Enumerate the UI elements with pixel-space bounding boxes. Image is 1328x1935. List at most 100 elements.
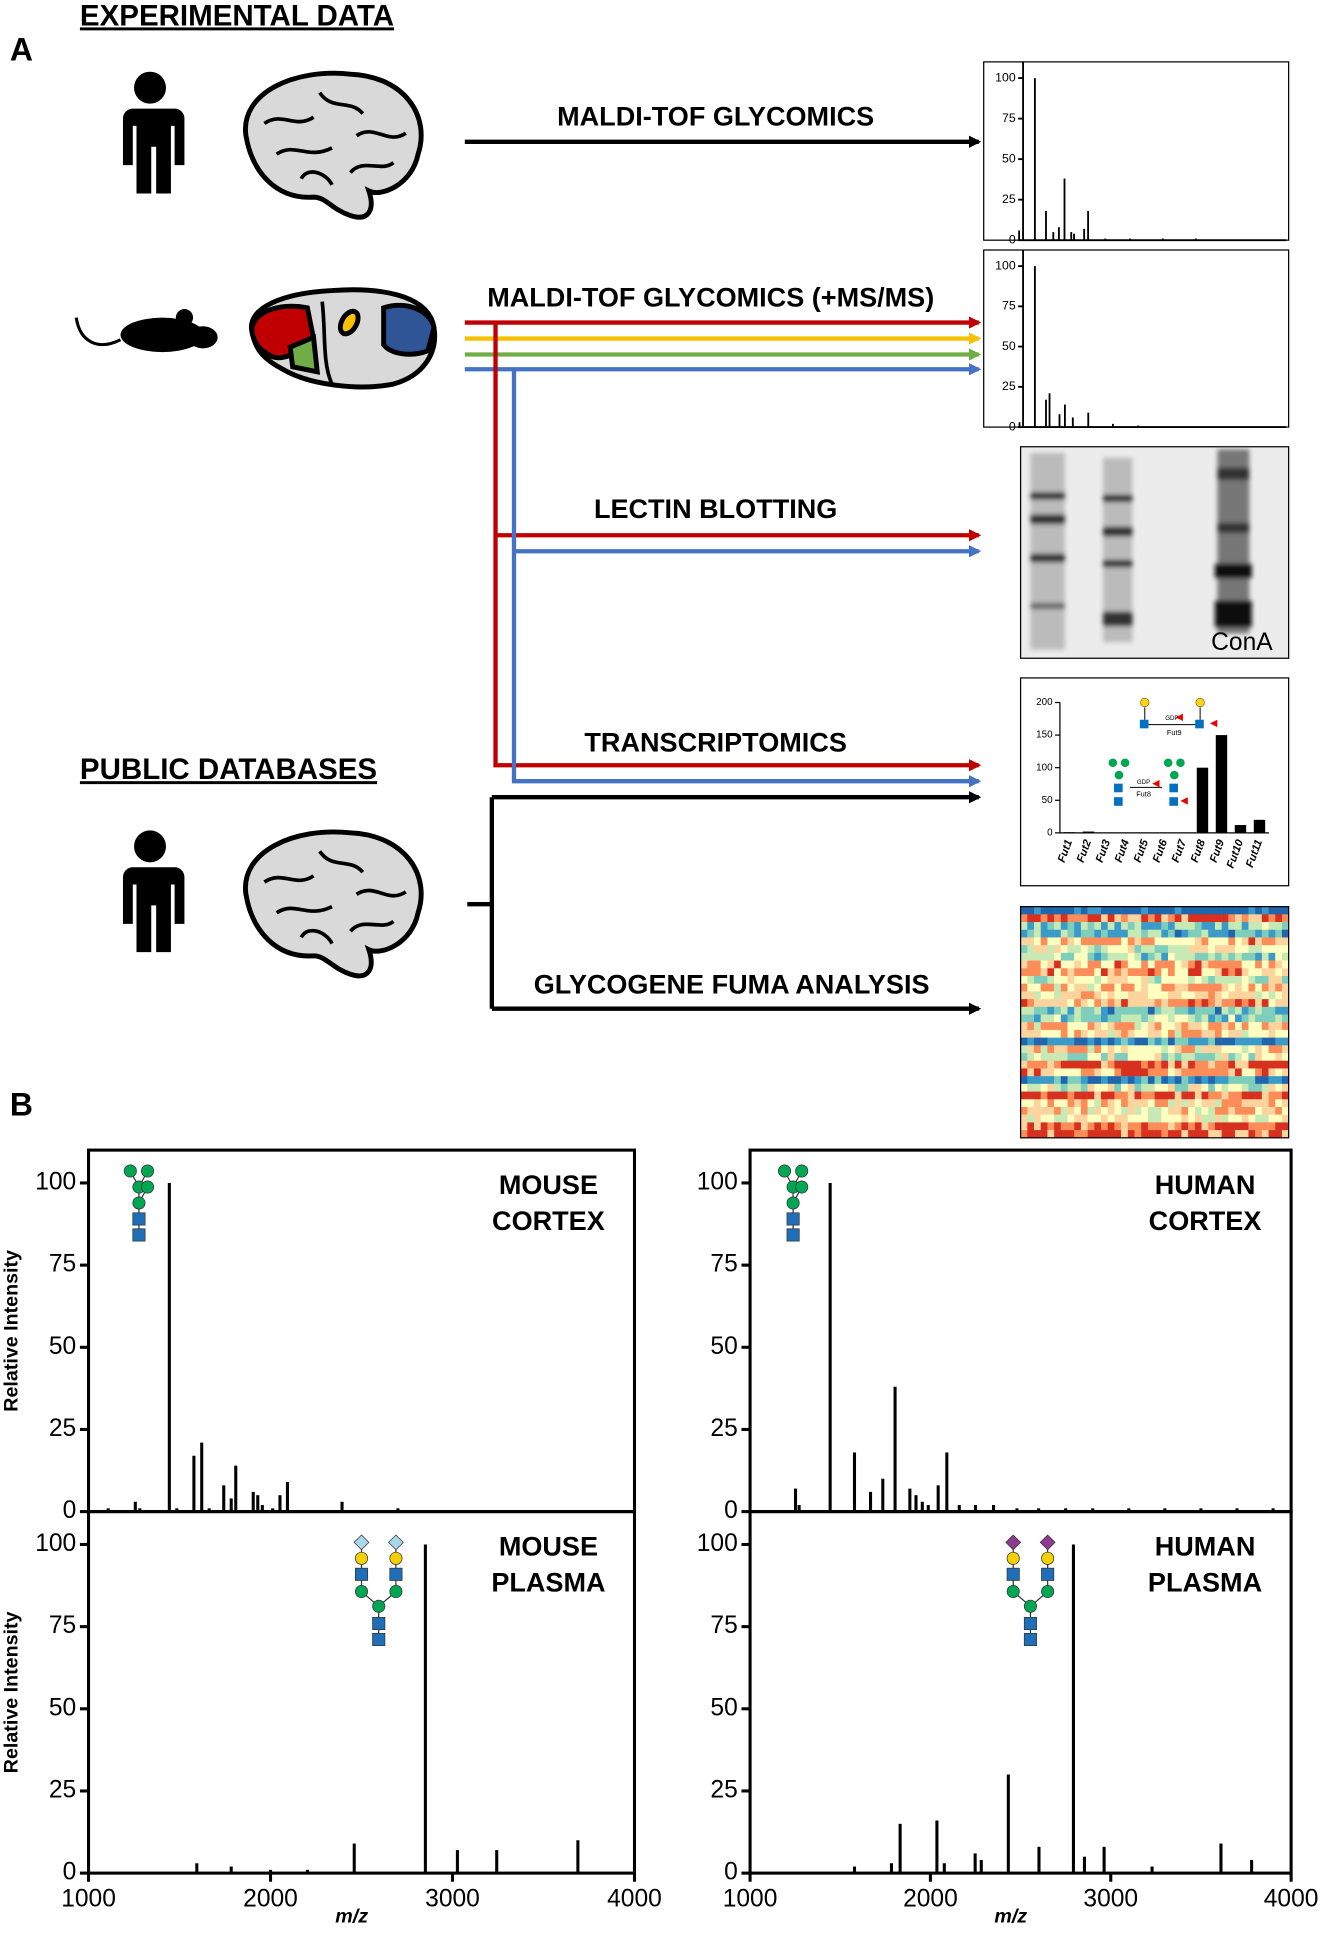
heatmap-cell (1020, 1122, 1028, 1131)
heatmap-cell (1248, 1029, 1256, 1038)
heatmap-cell (1194, 1099, 1202, 1108)
heatmap-cell (1094, 1122, 1102, 1131)
heatmap-cell (1241, 1022, 1249, 1031)
heatmap-cell (1221, 914, 1229, 923)
heatmap-cell (1047, 1029, 1055, 1038)
heatmap-cell (1248, 1045, 1256, 1054)
y-tick-label: 75 (49, 1612, 76, 1639)
heatmap-cell (1168, 1099, 1175, 1108)
heatmap-cell (1033, 922, 1041, 930)
heatmap-cell (1114, 922, 1122, 930)
heatmap-cell (1208, 1014, 1216, 1023)
heatmap-cell (1033, 1068, 1041, 1077)
heatmap-cell (1080, 1014, 1088, 1023)
heatmap-cell (1174, 922, 1182, 930)
heatmap-cell (1040, 1130, 1048, 1139)
heatmap-cell (1040, 983, 1048, 992)
heatmap-cell (1168, 968, 1175, 977)
heatmap-cell (1080, 1076, 1088, 1085)
heatmap-cell (1074, 906, 1082, 915)
y-tick-label: 100 (1036, 762, 1053, 773)
y-tick-label: 50 (710, 1694, 737, 1721)
heatmap-cell (1114, 960, 1122, 969)
heatmap-cell (1255, 1122, 1263, 1131)
heatmap-cell (1201, 952, 1209, 961)
heatmap-cell (1047, 952, 1055, 961)
heatmap-cell (1101, 922, 1108, 930)
heatmap-cell (1094, 1099, 1102, 1108)
heatmap-cell (1174, 1091, 1182, 1100)
heatmap-cell (1054, 929, 1062, 938)
heatmap-cell (1027, 983, 1035, 992)
heatmap-cell (1241, 1029, 1249, 1038)
heatmap-cell (1107, 1045, 1115, 1054)
heatmap-cell (1221, 1099, 1229, 1108)
y-tick-label: 75 (710, 1251, 737, 1278)
heatmap-cell (1235, 914, 1242, 923)
heatmap-cell (1134, 999, 1142, 1008)
heatmap-cell (1275, 929, 1283, 938)
heatmap-cell (1275, 1045, 1283, 1054)
heatmap-cell (1241, 906, 1249, 915)
heatmap-cell (1221, 999, 1229, 1008)
heatmap-cell (1228, 1083, 1236, 1092)
arrow-label: MALDI-TOF GLYCOMICS (+MS/MS) (487, 282, 934, 312)
heatmap-cell (1275, 1091, 1283, 1100)
heatmap-cell (1194, 1068, 1202, 1077)
heatmap-cell (1194, 991, 1202, 1000)
heatmap-cell (1033, 1122, 1041, 1131)
heatmap-cell (1221, 1083, 1229, 1092)
glycan-residue (1023, 1599, 1037, 1613)
x-tick-label: 1000 (61, 1886, 116, 1913)
heatmap-cell (1261, 1068, 1269, 1077)
y-axis-label: Relative Intensity (0, 1611, 22, 1773)
chart-title: CORTEX (1149, 1206, 1262, 1236)
heatmap-cell (1027, 1130, 1035, 1139)
heatmap-cell (1181, 1106, 1189, 1115)
heatmap-cell (1147, 945, 1155, 954)
heatmap-cell (1248, 1076, 1256, 1085)
heatmap-cell (1121, 1099, 1129, 1108)
heatmap-cell (1208, 906, 1216, 915)
heatmap-cell (1154, 929, 1162, 938)
glycan-residue (372, 1599, 386, 1613)
heatmap-cell (1107, 1068, 1115, 1077)
heatmap-cell (1054, 960, 1062, 969)
heatmap-cell (1181, 1037, 1189, 1046)
heatmap-cell (1208, 1037, 1216, 1046)
heatmap-cell (1147, 952, 1155, 961)
heatmap-cell (1221, 1045, 1229, 1054)
heatmap-cell (1281, 1130, 1289, 1139)
heatmap-cell (1214, 1106, 1222, 1115)
heatmap-cell (1127, 1029, 1135, 1038)
heatmap-cell (1134, 1083, 1142, 1092)
glycan-residue (389, 1551, 403, 1565)
heatmap-cell (1047, 1076, 1055, 1085)
heatmap-cell (1047, 968, 1055, 977)
heatmap-cell (1074, 1022, 1082, 1031)
heatmap-cell (1228, 983, 1236, 992)
arrow-label: LECTIN BLOTTING (594, 494, 837, 524)
heatmap-cell (1074, 999, 1082, 1008)
heatmap-cell (1087, 1114, 1095, 1123)
heatmap-cell (1107, 914, 1115, 923)
heatmap-cell (1054, 1053, 1062, 1061)
glycan-residue (372, 1632, 386, 1647)
heatmap-cell (1067, 1106, 1075, 1115)
heatmap-cell (1033, 929, 1041, 938)
heatmap-cell (1281, 1037, 1289, 1046)
heatmap-cell (1087, 1022, 1095, 1031)
heatmap-cell (1161, 983, 1169, 992)
heatmap-cell (1241, 945, 1249, 954)
heatmap-cell (1080, 1060, 1088, 1069)
arrow-label: MALDI-TOF GLYCOMICS (557, 102, 874, 132)
heatmap-cell (1168, 1014, 1175, 1023)
heatmap-cell (1168, 945, 1175, 954)
heatmap-cell (1181, 1029, 1189, 1038)
heatmap-cell (1214, 1037, 1222, 1046)
heatmap-cell (1181, 914, 1189, 923)
heatmap-cell (1080, 1006, 1088, 1015)
heatmap-cell (1235, 1029, 1242, 1038)
heatmap-cell (1134, 922, 1142, 930)
glycan-residue (786, 1196, 800, 1210)
